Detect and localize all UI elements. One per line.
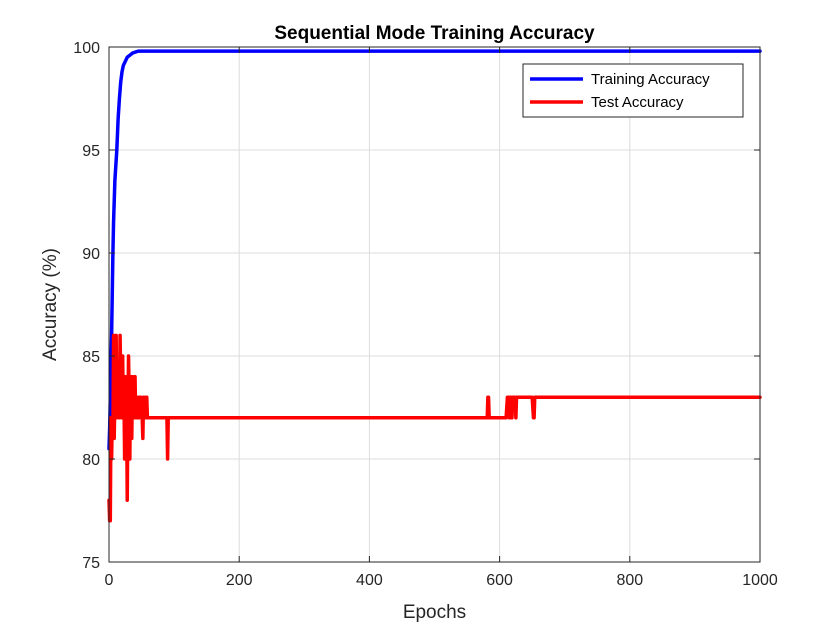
x-tick-label: 600 <box>486 572 513 589</box>
x-axis-label: Epochs <box>403 602 466 623</box>
axes-frame <box>108 46 761 563</box>
axis-ticks: 0 200 400 600 800 1000 75 80 85 90 95 100 <box>73 40 778 589</box>
legend-box <box>522 63 744 118</box>
plot-area <box>109 47 760 562</box>
y-tick-label: 75 <box>82 555 100 572</box>
chart-title: Sequential Mode Training Accuracy <box>274 23 595 44</box>
legend-entry-label: Test Accuracy <box>591 94 684 111</box>
series-line-training-accuracy <box>107 49 762 451</box>
x-tick-label: 1000 <box>742 572 778 589</box>
x-tick-label: 0 <box>105 572 114 589</box>
series-layer <box>107 49 762 523</box>
legend: Training Accuracy Test Accuracy <box>522 63 744 118</box>
y-tick-label: 85 <box>82 349 100 366</box>
series-line-test-accuracy <box>107 333 762 523</box>
grid <box>108 46 761 563</box>
y-axis-label: Accuracy (%) <box>40 248 61 361</box>
y-tick-label: 100 <box>73 40 100 57</box>
x-tick-label: 400 <box>356 572 383 589</box>
legend-entry-label: Training Accuracy <box>591 71 710 88</box>
x-tick-label: 800 <box>616 572 643 589</box>
y-tick-label: 95 <box>82 143 100 160</box>
x-tick-label: 200 <box>226 572 253 589</box>
y-tick-label: 90 <box>82 246 100 263</box>
y-tick-label: 80 <box>82 452 100 469</box>
